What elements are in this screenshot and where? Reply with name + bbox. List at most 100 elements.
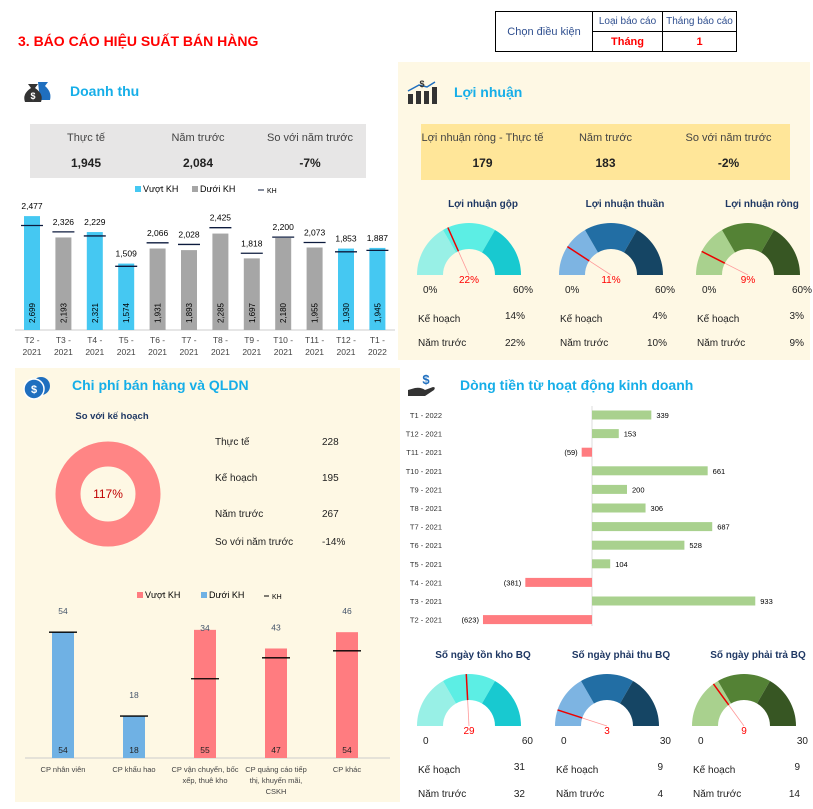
gauge-min: 0 <box>561 736 567 747</box>
gauge-segment <box>624 229 663 275</box>
bar-cost <box>52 632 74 758</box>
value-label: 528 <box>689 541 702 550</box>
plan-label: 1,509 <box>116 249 138 259</box>
x-tick: T6 - <box>150 335 165 345</box>
value-label: 933 <box>760 597 773 606</box>
plan-label: 46 <box>342 606 352 616</box>
y-tick: T9 - 2021 <box>410 485 442 494</box>
kpi-value: -7% <box>299 156 321 170</box>
gauge-segment <box>585 223 637 253</box>
y-tick: T10 - 2021 <box>406 467 442 476</box>
value-label: 104 <box>615 560 628 569</box>
x-tick: T11 - <box>305 335 324 345</box>
y-tick: T1 - 2022 <box>410 411 442 420</box>
gauge-dial: 29 <box>417 674 521 736</box>
legend-swatch-below <box>192 186 198 192</box>
kpi-value: 183 <box>595 156 616 170</box>
donut-value: 117% <box>93 487 123 501</box>
x-tick: CP khác <box>333 765 361 774</box>
gauge-segment <box>417 680 456 726</box>
bar-T11 - 2021 <box>306 247 323 330</box>
value-label: 200 <box>632 485 645 494</box>
y-tick: T6 - 2021 <box>410 541 442 550</box>
prev-value: 22% <box>504 338 525 349</box>
gauge-segment <box>692 680 731 726</box>
plan-value: 14% <box>504 311 525 322</box>
y-tick: T3 - 2021 <box>410 597 442 606</box>
value-label: 339 <box>656 411 669 420</box>
gauge-min: 0% <box>702 285 717 296</box>
plan-label: 2,425 <box>210 213 232 223</box>
actual-label: 18 <box>129 745 139 755</box>
revenue-title: Doanh thu <box>70 83 140 99</box>
gauge-needle-tail <box>588 260 612 276</box>
hand-dollar-icon: $ <box>408 372 435 396</box>
cashflow-chart: T1 - 2022 339 T12 - 2021 153 T11 - 2021 (59) T… <box>406 406 773 626</box>
bar-cashflow <box>592 429 619 439</box>
svg-text:$: $ <box>30 91 35 101</box>
actual-label: 2,699 <box>28 302 37 323</box>
gauge-max: 60% <box>654 285 675 296</box>
gauge-needle-tail <box>582 717 608 727</box>
bar-cashflow <box>482 615 592 625</box>
bar-cost <box>336 632 358 758</box>
gauge-value: 11% <box>601 275 620 285</box>
plan-label: 2,073 <box>304 228 326 238</box>
gauge-value: 22% <box>459 275 479 285</box>
report-type-header: Loại báo cáo <box>592 11 663 32</box>
gauge-segment <box>559 229 598 275</box>
plan-label: 2,477 <box>21 201 43 211</box>
y-tick: T5 - 2021 <box>410 560 442 569</box>
x-tick: CP quảng cáo tiếp <box>245 765 307 774</box>
bar-T10 - 2021 <box>275 238 292 330</box>
svg-text:$: $ <box>31 384 37 396</box>
bar-T1 - 2022 <box>369 247 386 330</box>
x-tick: T10 - <box>273 335 293 345</box>
revenue-kpis: Thực tế 1,945 Năm trước 2,084 So với năm t… <box>30 124 366 178</box>
plan-value: 9 <box>794 762 800 773</box>
prev-value: 32 <box>513 789 525 800</box>
report-type-select[interactable]: Tháng <box>592 31 663 52</box>
bar-cost <box>123 716 145 758</box>
x-tick: 2021 <box>211 347 230 357</box>
gauge-value: 29 <box>463 726 475 736</box>
value-label: 153 <box>624 430 637 439</box>
dollar-coins-icon: $ <box>23 377 50 400</box>
revenue-chart: Vượt KH Dưới KH KH 2,477 2,699 T2 - 2021 2,326 2… <box>15 184 395 357</box>
report-month-select[interactable]: 1 <box>662 31 737 52</box>
bar-T2 - 2021 <box>24 216 40 330</box>
prev-value: 9% <box>789 338 804 349</box>
y-tick: T12 - 2021 <box>406 430 442 439</box>
actual-label: 54 <box>342 745 352 755</box>
svg-text:$: $ <box>422 372 430 387</box>
actual-label: 2,321 <box>91 302 100 323</box>
bar-T5 - 2021 <box>118 263 135 330</box>
profit-title: Lợi nhuận <box>454 84 523 100</box>
bar-T12 - 2021 <box>338 248 354 330</box>
actual-label: 1,697 <box>248 302 257 323</box>
actual-label: 2,193 <box>59 302 68 323</box>
value-label: 306 <box>651 504 664 513</box>
prev-label: Năm trước <box>418 789 467 800</box>
bar-cashflow <box>592 559 611 569</box>
bar-cashflow <box>525 577 592 587</box>
cost-donut: 117% <box>55 441 161 547</box>
x-tick: 2021 <box>85 347 104 357</box>
stat-label: Năm trước <box>215 509 264 520</box>
gauge-title: Số ngày phải trả BQ <box>710 650 806 661</box>
condition-label: Chọn điều kiện <box>495 11 593 52</box>
gauge-max: 60 <box>521 736 533 747</box>
x-tick: T3 - <box>56 335 71 345</box>
bar-cashflow <box>592 484 627 494</box>
plan-label: 43 <box>271 622 281 632</box>
gauge-dial: 11% <box>559 223 663 285</box>
kpi-label: Lợi nhuận ròng - Thực tế <box>421 132 544 144</box>
actual-label: 47 <box>271 745 281 755</box>
bar-T9 - 2021 <box>243 258 260 330</box>
x-tick: 2021 <box>337 347 356 357</box>
page-title: 3. BÁO CÁO HIỆU SUẤT BÁN HÀNG <box>18 33 259 49</box>
plan-label: 2,066 <box>147 228 169 238</box>
x-tick: CP vận chuyển, bốc <box>172 765 239 774</box>
gauge-needle <box>465 674 469 701</box>
gauge-needle-tail <box>724 262 749 276</box>
